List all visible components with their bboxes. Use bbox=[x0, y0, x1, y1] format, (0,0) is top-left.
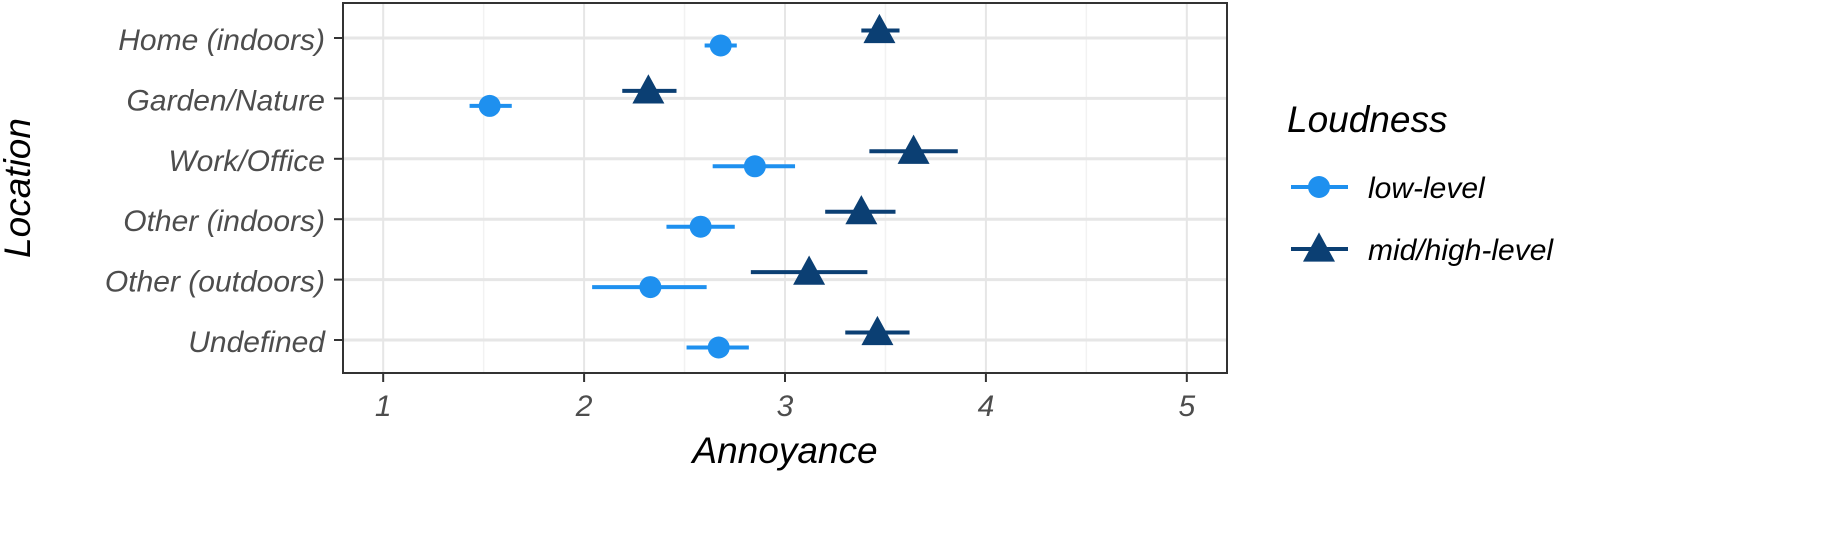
y-tick-label: Other (outdoors) bbox=[105, 266, 325, 299]
legend-key-circle bbox=[1308, 176, 1330, 198]
x-axis: 1 2 3 4 5 bbox=[375, 373, 1195, 423]
data-point-circle bbox=[478, 94, 501, 117]
data-point-circle bbox=[743, 155, 766, 178]
data-point-triangle bbox=[845, 195, 878, 225]
y-tick-label: Undefined bbox=[188, 326, 326, 359]
data-point-circle bbox=[689, 215, 712, 238]
x-tick-label: 4 bbox=[978, 390, 995, 423]
data-point-circle bbox=[707, 336, 730, 359]
legend: Loudness low-level mid/high-level bbox=[1287, 99, 1554, 267]
series-low-level bbox=[469, 34, 796, 359]
y-tick-label: Garden/Nature bbox=[127, 84, 325, 117]
legend-key-triangle bbox=[1303, 232, 1335, 262]
series-mid-high-level bbox=[622, 13, 958, 346]
y-tick-label: Other (indoors) bbox=[123, 205, 325, 238]
data-point-circle bbox=[709, 34, 732, 57]
y-axis: Home (indoors) Garden/Nature Work/Office Ot… bbox=[105, 24, 343, 359]
x-tick-label: 5 bbox=[1178, 390, 1195, 423]
legend-title: Loudness bbox=[1287, 99, 1447, 140]
legend-label: mid/high-level bbox=[1368, 234, 1554, 267]
y-tick-label: Home (indoors) bbox=[118, 24, 325, 57]
y-tick-label: Work/Office bbox=[168, 145, 325, 178]
data-marks bbox=[469, 13, 958, 359]
x-tick-label: 1 bbox=[375, 390, 392, 423]
x-axis-title: Annoyance bbox=[690, 430, 877, 471]
data-point-triangle bbox=[863, 13, 896, 44]
grid bbox=[343, 3, 1227, 373]
data-point-triangle bbox=[897, 134, 930, 164]
data-point-circle bbox=[639, 276, 662, 299]
data-point-triangle bbox=[861, 315, 894, 346]
data-point-triangle bbox=[793, 255, 826, 285]
x-tick-label: 3 bbox=[777, 390, 794, 423]
data-point-triangle bbox=[632, 74, 665, 104]
legend-label: low-level bbox=[1368, 172, 1486, 205]
x-tick-label: 2 bbox=[575, 390, 593, 423]
y-axis-title: Location bbox=[0, 118, 38, 258]
